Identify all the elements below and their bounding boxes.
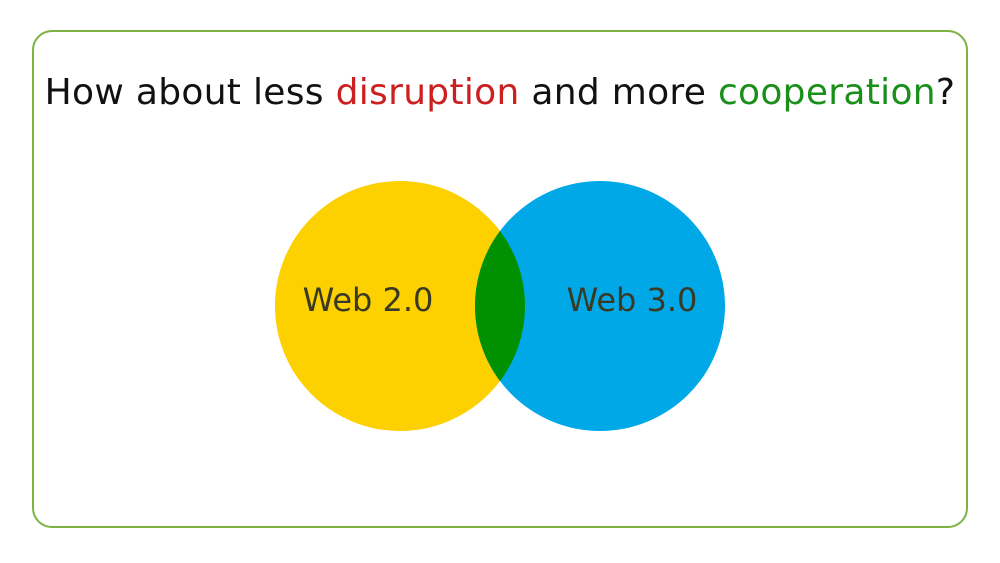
headline-part-2: and more xyxy=(519,72,718,113)
web3-label: Web 3.0 xyxy=(567,281,698,319)
web3-circle xyxy=(475,181,725,431)
headline-word-cooperation: cooperation xyxy=(717,72,936,113)
web2-label: Web 2.0 xyxy=(303,281,434,319)
headline: How about less disruption and more coope… xyxy=(0,72,1000,113)
headline-word-disruption: disruption xyxy=(335,72,520,113)
headline-part-3: ? xyxy=(935,72,956,113)
web2-circle xyxy=(275,181,525,431)
card-border xyxy=(32,30,968,528)
headline-part-1: How about less xyxy=(44,72,336,113)
